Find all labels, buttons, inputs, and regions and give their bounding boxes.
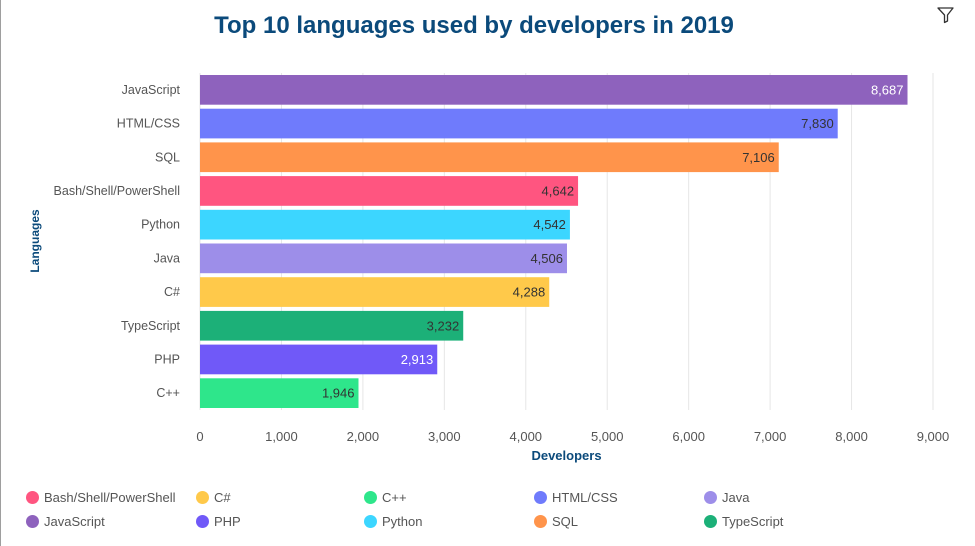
legend-label: Java: [722, 490, 750, 505]
legend-swatch: [26, 515, 39, 528]
legend-label: Python: [382, 514, 423, 529]
legend-item[interactable]: HTML/CSS: [534, 490, 618, 505]
y-category-label: SQL: [155, 150, 180, 164]
data-label: 8,687: [871, 82, 904, 97]
y-category-label: JavaScript: [122, 83, 181, 97]
bar[interactable]: [200, 243, 567, 274]
x-tick-label: 4,000: [510, 429, 543, 444]
legend-item[interactable]: C++: [364, 490, 407, 505]
x-tick-label: 7,000: [754, 429, 787, 444]
data-label: 4,542: [533, 217, 566, 232]
y-category-label: Bash/Shell/PowerShell: [54, 184, 180, 198]
legend-item[interactable]: Python: [364, 514, 422, 529]
legend-item[interactable]: C#: [196, 490, 231, 505]
y-category-label: HTML/CSS: [117, 117, 180, 131]
bar[interactable]: [200, 378, 359, 408]
legend-swatch: [364, 491, 377, 504]
legend-item[interactable]: PHP: [196, 514, 241, 529]
y-category-label: TypeScript: [121, 319, 181, 333]
x-axis-title: Developers: [531, 448, 601, 463]
bar[interactable]: [200, 310, 464, 341]
y-category-label: C++: [156, 386, 180, 400]
legend-label: PHP: [214, 514, 241, 529]
bar-chart: 0 1,000 2,000 3,000 4,000 5,000 6,000 7,000 8,00…: [28, 73, 950, 463]
legend-swatch: [534, 515, 547, 528]
legend-label: C++: [382, 490, 407, 505]
data-label: 4,642: [542, 183, 575, 198]
data-label: 4,506: [530, 251, 563, 266]
bar[interactable]: [200, 108, 838, 139]
legend-label: HTML/CSS: [552, 490, 618, 505]
x-tick-label: 0: [196, 429, 203, 444]
data-label: 3,232: [427, 318, 460, 333]
legend-label: Bash/Shell/PowerShell: [44, 490, 176, 505]
y-category-label: Java: [154, 251, 180, 265]
data-label: 7,830: [801, 116, 834, 131]
legend-swatch: [196, 491, 209, 504]
data-label: 1,946: [322, 386, 355, 401]
bar[interactable]: [200, 176, 579, 206]
x-tick-label: 3,000: [428, 429, 461, 444]
legend-item[interactable]: Java: [704, 490, 749, 505]
x-tick-label: 1,000: [265, 429, 298, 444]
y-category-label: PHP: [154, 352, 180, 366]
legend-item[interactable]: JavaScript: [26, 514, 105, 529]
x-tick-label: 9,000: [917, 429, 950, 444]
x-tick-label: 5,000: [591, 429, 624, 444]
legend-swatch: [704, 515, 717, 528]
data-label: 4,288: [513, 285, 546, 300]
y-category-label: C#: [164, 285, 180, 299]
legend-swatch: [26, 491, 39, 504]
y-axis-title: Languages: [28, 209, 42, 273]
x-tick-label: 2,000: [347, 429, 380, 444]
legend-label: SQL: [552, 514, 579, 529]
legend-swatch: [364, 515, 377, 528]
data-label: 7,106: [742, 150, 775, 165]
legend-swatch: [534, 491, 547, 504]
frame-border: [0, 0, 1, 546]
legend-swatch: [196, 515, 209, 528]
legend-item[interactable]: Bash/Shell/PowerShell: [26, 490, 176, 505]
bar[interactable]: [200, 277, 550, 307]
legend-item[interactable]: SQL: [534, 514, 578, 529]
filter-icon[interactable]: [936, 6, 956, 24]
data-label: 2,913: [401, 352, 434, 367]
y-category-label: Python: [141, 218, 180, 232]
bar[interactable]: [200, 209, 570, 240]
legend-label: C#: [214, 490, 231, 505]
bar[interactable]: [200, 75, 908, 105]
bar[interactable]: [200, 344, 438, 375]
chart-title: Top 10 languages used by developers in 2…: [214, 12, 734, 39]
legend-swatch: [704, 491, 717, 504]
x-tick-label: 6,000: [672, 429, 705, 444]
x-tick-label: 8,000: [835, 429, 868, 444]
legend-label: JavaScript: [44, 514, 105, 529]
legend-item[interactable]: TypeScript: [704, 514, 783, 529]
legend-label: TypeScript: [722, 514, 784, 529]
bar[interactable]: [200, 142, 779, 173]
